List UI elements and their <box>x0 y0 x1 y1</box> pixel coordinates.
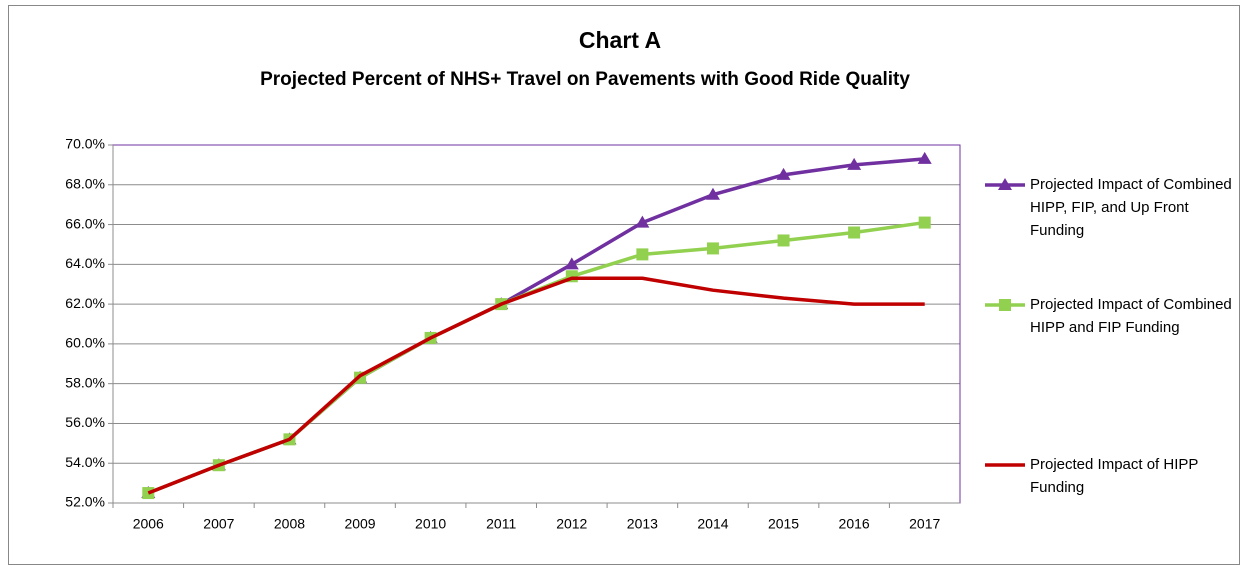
marker <box>847 157 862 170</box>
y-tick-label: 66.0% <box>65 215 105 231</box>
chart-title: Chart A <box>579 27 661 53</box>
marker <box>917 151 932 164</box>
chart-subtitle: Projected Percent of NHS+ Travel on Pave… <box>260 69 910 90</box>
marker <box>777 234 790 247</box>
x-tick-label: 2009 <box>344 516 375 532</box>
x-tick-label: 2006 <box>133 516 164 532</box>
legend-label: Projected Impact of HIPP Funding <box>1030 456 1199 496</box>
marker <box>999 299 1011 311</box>
marker <box>635 215 650 228</box>
y-tick-label: 52.0% <box>65 494 105 510</box>
x-tick-label: 2015 <box>768 516 799 532</box>
y-tick-label: 54.0% <box>65 454 105 470</box>
marker <box>636 248 649 261</box>
series-line <box>147 276 925 495</box>
y-tick-label: 70.0% <box>65 136 105 152</box>
x-tick-label: 2013 <box>627 516 658 532</box>
x-tick-label: 2008 <box>274 516 305 532</box>
x-tick-label: 2017 <box>909 516 940 532</box>
legend-label: Projected Impact of Combined HIPP, FIP, … <box>1030 176 1232 239</box>
y-tick-label: 60.0% <box>65 335 105 351</box>
x-tick-label: 2010 <box>415 516 446 532</box>
x-tick-label: 2007 <box>203 516 234 532</box>
y-tick-label: 68.0% <box>65 175 105 191</box>
marker <box>705 187 720 200</box>
x-tick-label: 2012 <box>556 516 587 532</box>
marker <box>706 242 719 255</box>
marker <box>776 167 791 180</box>
marker <box>998 178 1012 190</box>
marker <box>564 257 579 270</box>
y-tick-label: 56.0% <box>65 414 105 430</box>
marker <box>918 216 931 229</box>
y-tick-label: 64.0% <box>65 255 105 271</box>
y-tick-label: 62.0% <box>65 295 105 311</box>
marker <box>848 226 861 239</box>
x-tick-label: 2016 <box>839 516 870 532</box>
x-tick-label: 2014 <box>697 516 728 532</box>
legend-label: Projected Impact of Combined HIPP and FI… <box>1030 296 1232 336</box>
chart-border <box>8 5 1240 565</box>
x-tick-label: 2011 <box>486 516 516 532</box>
y-tick-label: 58.0% <box>65 374 105 390</box>
